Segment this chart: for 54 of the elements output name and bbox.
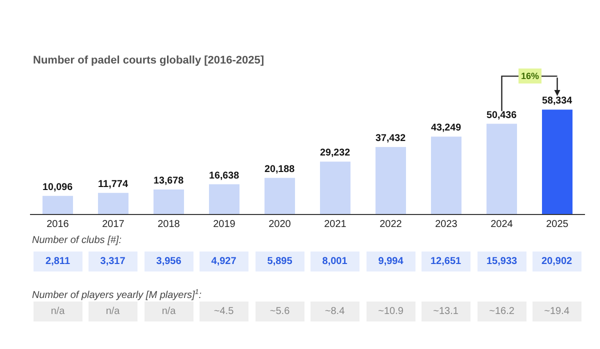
text: 12,651 <box>430 256 462 267</box>
text: 8,001 <box>322 256 348 267</box>
data-label: 58,334 <box>542 96 573 107</box>
bar <box>208 184 240 214</box>
text: 9,994 <box>378 256 404 267</box>
text: ~5.6 <box>270 306 290 317</box>
text: 3,956 <box>156 256 182 267</box>
bar <box>98 192 129 214</box>
text: ~10.9 <box>378 306 404 317</box>
data-label: 50,436 <box>486 110 518 121</box>
x-tick-label: 2017 <box>102 219 125 230</box>
data-label: 16,638 <box>209 170 240 182</box>
data-label: 43,249 <box>431 122 462 134</box>
text: Number of players yearly [M players]$^{1}$: <box>32 289 202 302</box>
text: n/a <box>50 306 66 317</box>
x-tick-label: 2018 <box>158 219 180 230</box>
text: 2,811 <box>46 256 70 267</box>
text: ~19.4 <box>544 306 570 317</box>
bar <box>375 147 406 214</box>
text: ~16.2 <box>489 306 515 317</box>
text: 5,895 <box>267 256 293 267</box>
bar <box>430 136 462 214</box>
x-tick-label: 2025 <box>546 219 569 230</box>
text: 16% <box>521 71 540 81</box>
data-label: 20,188 <box>264 164 296 175</box>
x-tick-label: 2016 <box>46 219 70 230</box>
data-label: 10,096 <box>42 182 74 193</box>
text: 3,317 <box>100 256 126 267</box>
x-tick-label: 2024 <box>490 219 514 230</box>
data-label: 29,232 <box>320 148 351 159</box>
text: ~8.4 <box>324 306 346 317</box>
text: 15,933 <box>486 256 518 267</box>
data-label: 11,774 <box>98 178 128 190</box>
bar <box>486 124 518 214</box>
bar <box>153 190 184 214</box>
bar <box>264 178 296 214</box>
x-tick-label: 2022 <box>380 219 402 230</box>
text: ~13.1 <box>433 306 459 317</box>
text: n/a <box>106 306 120 317</box>
x-tick-label: 2019 <box>213 219 236 230</box>
x-tick-label: 2023 <box>435 219 458 230</box>
data-label: 37,432 <box>376 133 406 144</box>
text: Number of clubs [#]: <box>32 235 122 246</box>
bar <box>320 162 351 214</box>
text: ~4.5 <box>214 306 234 317</box>
text: 4,927 <box>211 256 237 267</box>
text: n/a <box>162 306 176 317</box>
x-tick-label: 2021 <box>324 219 347 230</box>
chart-title: Number of padel courts globally [2016-2025] <box>33 54 264 67</box>
bar <box>542 110 573 214</box>
bar <box>42 196 74 214</box>
x-tick-label: 2020 <box>268 219 292 230</box>
text: 20,902 <box>541 256 573 267</box>
data-label: 13,678 <box>154 176 184 187</box>
